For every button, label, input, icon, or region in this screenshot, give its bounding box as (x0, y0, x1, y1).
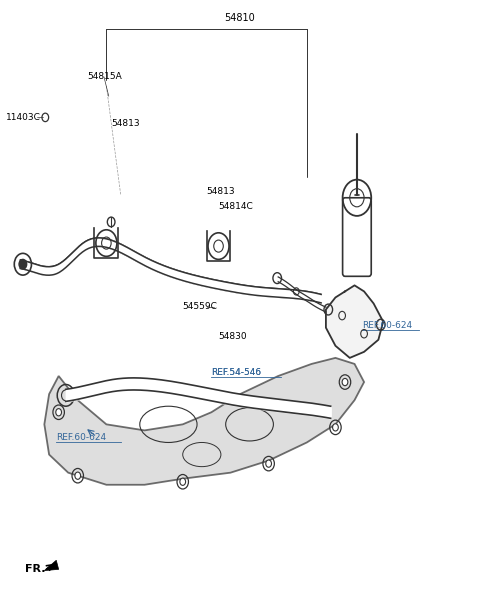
Text: 54810: 54810 (225, 13, 255, 22)
Text: REF.54-546: REF.54-546 (211, 368, 262, 378)
Text: 11403C: 11403C (6, 113, 41, 122)
Circle shape (333, 424, 338, 431)
Polygon shape (326, 285, 383, 358)
Text: 54559C: 54559C (183, 302, 217, 311)
Circle shape (180, 478, 186, 486)
Text: 54815A: 54815A (87, 72, 122, 81)
Circle shape (56, 409, 61, 416)
Text: 54814C: 54814C (218, 202, 253, 211)
FancyBboxPatch shape (343, 198, 371, 276)
Circle shape (75, 472, 81, 480)
Text: REF.54-546: REF.54-546 (211, 368, 262, 378)
Text: FR.: FR. (25, 565, 46, 574)
Text: REF.60-624: REF.60-624 (362, 321, 412, 330)
Polygon shape (44, 358, 364, 485)
Text: REF.60-624: REF.60-624 (56, 433, 107, 442)
Circle shape (19, 259, 27, 269)
Circle shape (342, 378, 348, 385)
Text: 54813: 54813 (111, 119, 140, 128)
Circle shape (266, 460, 272, 467)
Text: 54813: 54813 (206, 187, 235, 196)
Polygon shape (44, 560, 59, 571)
Text: 54830: 54830 (218, 332, 247, 341)
